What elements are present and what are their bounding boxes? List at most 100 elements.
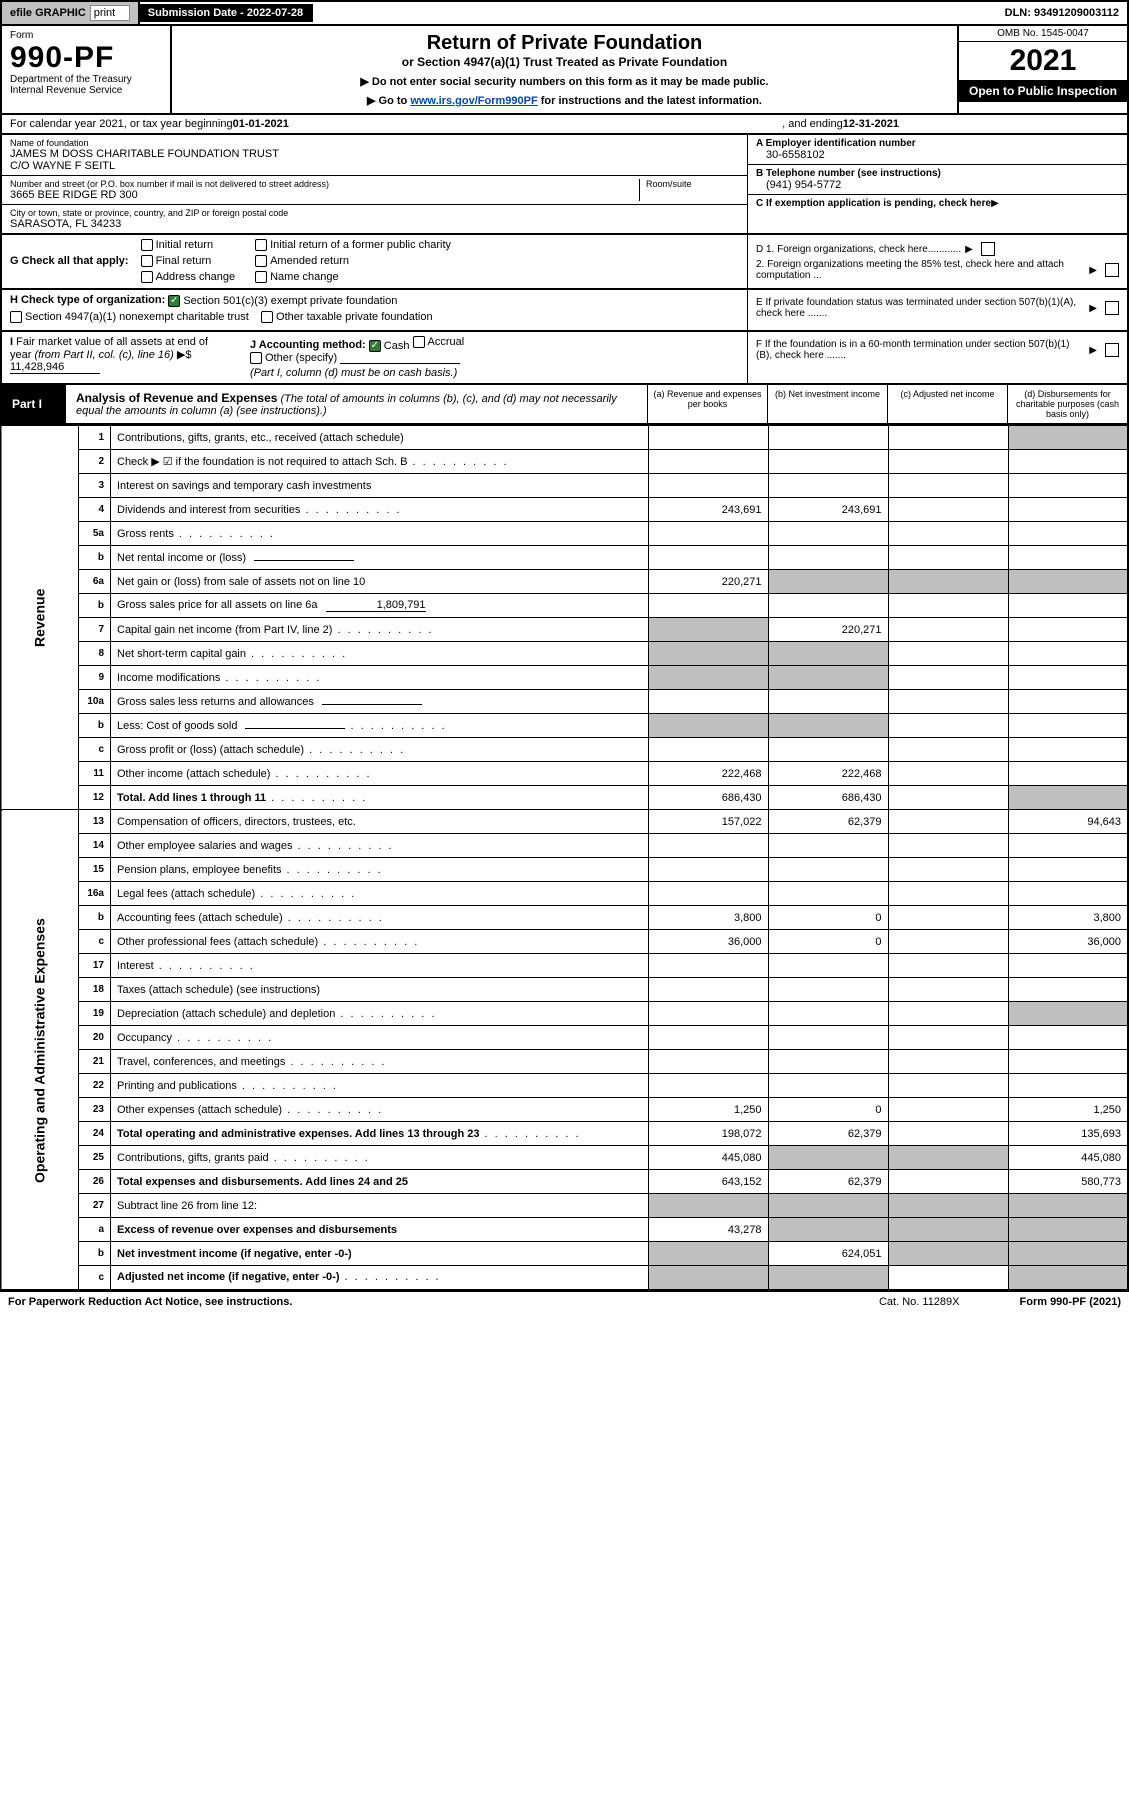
- col-a-header: (a) Revenue and expenses per books: [647, 385, 767, 423]
- calendar-year-row: For calendar year 2021, or tax year begi…: [0, 115, 1129, 135]
- print-input[interactable]: [90, 5, 130, 21]
- irs-link[interactable]: www.irs.gov/Form990PF: [410, 95, 537, 107]
- col-d-value: 135,693: [1008, 1122, 1128, 1146]
- fmv-value: 11,428,946: [10, 361, 100, 374]
- col-d-value: [1008, 978, 1128, 1002]
- line-number: 10a: [79, 690, 111, 714]
- line-desc: Occupancy: [111, 1026, 649, 1050]
- table-row: bNet investment income (if negative, ent…: [1, 1242, 1128, 1266]
- col-a-value: [648, 594, 768, 618]
- col-c-value: [888, 450, 1008, 474]
- line-desc: Total expenses and disbursements. Add li…: [111, 1170, 649, 1194]
- col-c-value: [888, 810, 1008, 834]
- telephone-value: (941) 954-5772: [766, 179, 1119, 191]
- col-b-header: (b) Net investment income: [767, 385, 887, 423]
- part1-table: Revenue1Contributions, gifts, grants, et…: [0, 425, 1129, 1291]
- col-c-value: [888, 1170, 1008, 1194]
- chk-other-method[interactable]: Other (specify): [250, 352, 337, 364]
- col-d-value: 1,250: [1008, 1098, 1128, 1122]
- col-a-value: [648, 450, 768, 474]
- table-row: 21Travel, conferences, and meetings: [1, 1050, 1128, 1074]
- line-desc: Contributions, gifts, grants, etc., rece…: [111, 426, 649, 450]
- col-a-value: 220,271: [648, 570, 768, 594]
- col-b-value: [768, 1026, 888, 1050]
- col-d-value: [1008, 1218, 1128, 1242]
- line-number: 19: [79, 1002, 111, 1026]
- col-c-value: [888, 906, 1008, 930]
- chk-accrual[interactable]: Accrual: [413, 336, 465, 348]
- chk-amended-return[interactable]: Amended return: [255, 255, 451, 267]
- col-b-value: [768, 738, 888, 762]
- chk-address-change[interactable]: Address change: [141, 271, 236, 283]
- table-row: 22Printing and publications: [1, 1074, 1128, 1098]
- cat-no: Cat. No. 11289X: [879, 1296, 960, 1308]
- irs-label: Internal Revenue Service: [10, 85, 162, 96]
- line-number: 1: [79, 426, 111, 450]
- line-desc: Depreciation (attach schedule) and deple…: [111, 1002, 649, 1026]
- line-desc: Contributions, gifts, grants paid: [111, 1146, 649, 1170]
- col-c-value: [888, 1266, 1008, 1290]
- section-g-d: G Check all that apply: Initial return I…: [0, 235, 1129, 290]
- h-label: H Check type of organization:: [10, 294, 165, 306]
- line-number: 14: [79, 834, 111, 858]
- city-state-zip: SARASOTA, FL 34233: [10, 218, 739, 230]
- col-c-value: [888, 882, 1008, 906]
- line-number: 18: [79, 978, 111, 1002]
- col-c-value: [888, 666, 1008, 690]
- line-desc: Net investment income (if negative, ente…: [111, 1242, 649, 1266]
- line-number: 6a: [79, 570, 111, 594]
- section-h-e: H Check type of organization: Section 50…: [0, 290, 1129, 332]
- line-desc: Pension plans, employee benefits: [111, 858, 649, 882]
- chk-cash[interactable]: Cash: [369, 340, 410, 352]
- col-b-value: [768, 882, 888, 906]
- col-b-value: 0: [768, 906, 888, 930]
- table-row: 10aGross sales less returns and allowanc…: [1, 690, 1128, 714]
- col-a-value: 1,250: [648, 1098, 768, 1122]
- chk-name-change[interactable]: Name change: [255, 271, 451, 283]
- form-word: Form: [10, 30, 162, 41]
- d2-checkbox[interactable]: [1105, 263, 1119, 277]
- goto-link-row: ▶ Go to www.irs.gov/Form990PF for instru…: [182, 94, 947, 107]
- col-a-value: [648, 1002, 768, 1026]
- f-label: F If the foundation is in a 60-month ter…: [756, 339, 1085, 361]
- chk-501c3[interactable]: Section 501(c)(3) exempt private foundat…: [168, 295, 397, 307]
- col-a-value: 36,000: [648, 930, 768, 954]
- e-checkbox[interactable]: [1105, 301, 1119, 315]
- col-d-value: [1008, 738, 1128, 762]
- line-desc: Net short-term capital gain: [111, 642, 649, 666]
- col-a-value: [648, 978, 768, 1002]
- col-c-value: [888, 546, 1008, 570]
- chk-initial-return[interactable]: Initial return: [141, 239, 236, 251]
- col-d-value: [1008, 1026, 1128, 1050]
- col-a-value: [648, 834, 768, 858]
- col-d-value: [1008, 642, 1128, 666]
- line-desc: Other employee salaries and wages: [111, 834, 649, 858]
- col-c-value: [888, 930, 1008, 954]
- col-c-value: [888, 1194, 1008, 1218]
- col-b-value: [768, 714, 888, 738]
- chk-initial-public[interactable]: Initial return of a former public charit…: [255, 239, 451, 251]
- table-row: Revenue1Contributions, gifts, grants, et…: [1, 426, 1128, 450]
- table-row: 11Other income (attach schedule)222,4682…: [1, 762, 1128, 786]
- col-b-value: 0: [768, 1098, 888, 1122]
- table-row: 9Income modifications: [1, 666, 1128, 690]
- col-b-value: [768, 1050, 888, 1074]
- table-row: cOther professional fees (attach schedul…: [1, 930, 1128, 954]
- line-desc: Gross sales price for all assets on line…: [111, 594, 649, 618]
- col-c-value: [888, 594, 1008, 618]
- part1-label: Part I: [2, 385, 66, 423]
- col-b-value: [768, 1194, 888, 1218]
- line-desc: Adjusted net income (if negative, enter …: [111, 1266, 649, 1290]
- d1-label: D 1. Foreign organizations, check here..…: [756, 244, 961, 255]
- line-desc: Net gain or (loss) from sale of assets n…: [111, 570, 649, 594]
- chk-4947a1[interactable]: Section 4947(a)(1) nonexempt charitable …: [10, 311, 249, 323]
- chk-other-taxable[interactable]: Other taxable private foundation: [261, 311, 433, 323]
- col-c-value: [888, 714, 1008, 738]
- side-label: Operating and Administrative Expenses: [1, 810, 79, 1290]
- chk-final-return[interactable]: Final return: [141, 255, 236, 267]
- d1-checkbox[interactable]: [981, 242, 995, 256]
- col-a-value: [648, 954, 768, 978]
- table-row: cAdjusted net income (if negative, enter…: [1, 1266, 1128, 1290]
- col-d-value: 445,080: [1008, 1146, 1128, 1170]
- f-checkbox[interactable]: [1105, 343, 1119, 357]
